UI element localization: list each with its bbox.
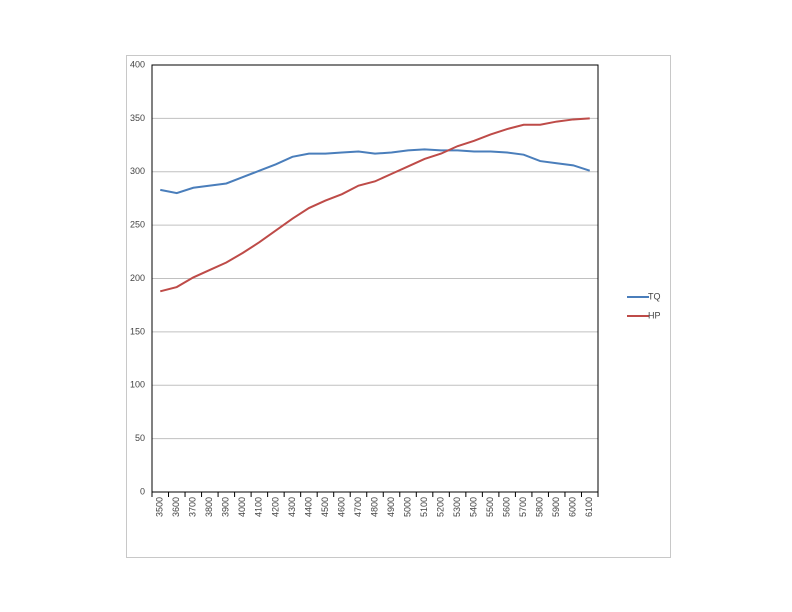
x-tick-label: 4800	[369, 497, 379, 517]
x-tick-label: 3700	[188, 497, 198, 517]
line-series	[160, 117, 590, 293]
x-tick-label: 4000	[237, 497, 247, 517]
y-tick-label: 100	[130, 380, 145, 390]
x-tick-label: 4300	[287, 497, 297, 517]
legend-label: HP	[648, 310, 661, 320]
x-tick-label: 4200	[270, 497, 280, 517]
x-tick-label: 4700	[353, 497, 363, 517]
x-tick-label: 4100	[254, 497, 264, 517]
x-tick-label: 4400	[303, 497, 313, 517]
plot-area	[151, 64, 599, 493]
x-tick-label: 3500	[155, 497, 165, 517]
x-tick-label: 4900	[386, 497, 396, 517]
x-tick-label: 5200	[435, 497, 445, 517]
y-tick-label: 200	[130, 273, 145, 283]
x-tick-label: 5500	[485, 497, 495, 517]
x-tick-label: 5400	[468, 497, 478, 517]
y-tick-label: 50	[135, 433, 145, 443]
x-tick-label: 6000	[568, 497, 578, 517]
line-series	[160, 148, 591, 195]
y-tick-label: 0	[140, 486, 145, 496]
y-tick-label: 250	[130, 220, 145, 230]
x-tick-label: 3900	[221, 497, 231, 517]
legend-label: TQ	[648, 291, 661, 301]
y-tick-label: 400	[130, 59, 145, 69]
x-tick-label: 4600	[336, 497, 346, 517]
x-tick-label: 5800	[535, 497, 545, 517]
x-tick-label: 5700	[518, 497, 528, 517]
x-tick-label: 4500	[320, 497, 330, 517]
x-tick-label: 5600	[502, 497, 512, 517]
chart-frame	[126, 55, 671, 558]
x-tick-label: 5000	[402, 497, 412, 517]
x-tick-label: 3600	[171, 497, 181, 517]
x-tick-label: 5100	[419, 497, 429, 517]
x-tick-label: 3800	[204, 497, 214, 517]
y-tick-label: 150	[130, 326, 145, 336]
x-tick-label: 5300	[452, 497, 462, 517]
x-tick-label: 6100	[584, 497, 594, 517]
y-tick-label: 350	[130, 113, 145, 123]
x-tick-label: 5900	[551, 497, 561, 517]
y-tick-label: 300	[130, 166, 145, 176]
